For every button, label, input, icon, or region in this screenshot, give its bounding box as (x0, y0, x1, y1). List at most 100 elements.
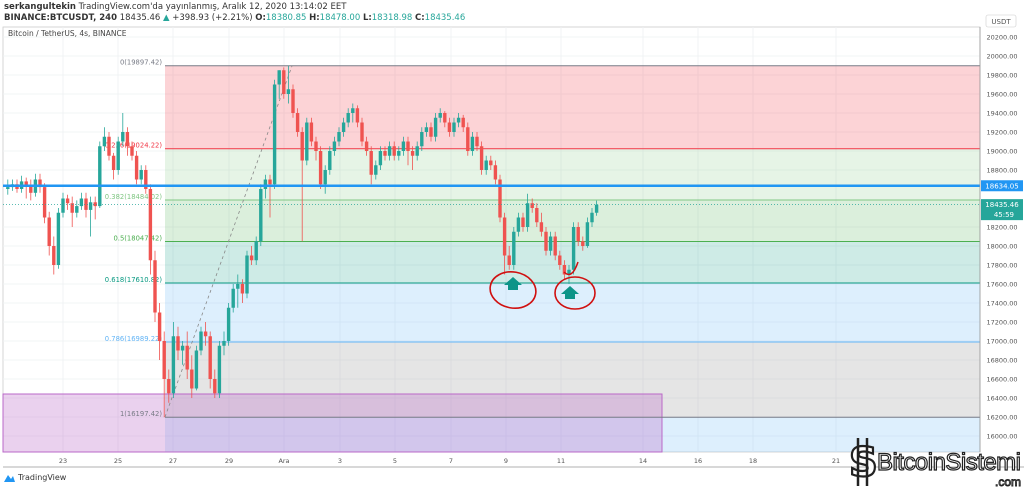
candle-body (443, 113, 447, 123)
candle-body (226, 307, 231, 341)
bitcoin-s-logo-icon: S (849, 440, 878, 486)
candle-body (6, 187, 10, 189)
candle-body (539, 222, 544, 232)
candle-body (194, 350, 199, 389)
candle-body (401, 141, 406, 151)
candle-body (489, 160, 493, 166)
candle-body (70, 203, 74, 213)
price-tick: 19600.00 (986, 91, 1017, 99)
date-tick: 29 (225, 457, 233, 465)
candle-body (42, 187, 47, 218)
date-tick: 7 (449, 457, 453, 465)
tradingview-logo[interactable]: TradingView (4, 473, 66, 482)
candle-body (581, 241, 585, 246)
fib-level-label: 0.236(19024.22) (105, 142, 163, 150)
close-value: 18435.46 (424, 13, 466, 23)
candle-body (328, 151, 332, 170)
candle-body (512, 231, 516, 265)
hline-price-badge (981, 180, 1023, 192)
price-tick: 17800.00 (986, 262, 1017, 270)
svg-text:.com: .com (995, 475, 1021, 489)
candle-body (507, 255, 511, 265)
candle-body (475, 136, 479, 147)
candle-body (415, 146, 419, 156)
candle-body (208, 336, 212, 379)
candle-body (433, 117, 438, 137)
candle-body (452, 122, 456, 132)
publish-info: serkangultekin TradingView.com'da yayınl… (4, 2, 346, 12)
price-tick: 18800.00 (986, 167, 1017, 175)
candle-body (79, 198, 84, 207)
price-tick: 16400.00 (986, 395, 1017, 403)
price-tick: 16800.00 (986, 357, 1017, 365)
chart-frame (2, 26, 981, 453)
candle-body (98, 146, 102, 207)
candle-body (107, 136, 111, 156)
hline-price-label: 18634.05 (985, 182, 1018, 190)
candle-body (272, 84, 277, 185)
candle-body (535, 208, 539, 223)
fib-zone (165, 342, 980, 418)
candle-body (332, 141, 337, 151)
price-tick: 16600.00 (986, 376, 1017, 384)
candle-body (190, 369, 194, 389)
candle-body (88, 202, 93, 210)
price-tick: 19800.00 (986, 72, 1017, 80)
date-tick: 27 (169, 457, 177, 465)
price-tick: 20000.00 (986, 53, 1017, 61)
fib-level-label: 1(16197.42) (120, 410, 162, 418)
highlight-rectangle[interactable] (2, 393, 663, 453)
chart-legend: Bitcoin / TetherUS, 4s, BINANCE (8, 29, 127, 38)
candle-body (217, 345, 222, 394)
candle-body (314, 141, 318, 151)
candle-body (590, 212, 594, 223)
candle-body (153, 260, 157, 313)
symbol: BINANCE:BTCUSDT, 240 (4, 13, 118, 23)
candle-body (470, 136, 475, 151)
candle-body (461, 117, 465, 128)
fib-level-label: 0.382(18484.02) (105, 193, 163, 201)
candle-body (38, 179, 42, 188)
candle-body (134, 155, 139, 180)
candle-body (397, 151, 401, 156)
candle-body (277, 70, 281, 85)
bar-countdown: 45:59 (994, 211, 1014, 219)
price-tick: 20200.00 (986, 34, 1017, 42)
price-tick: 19000.00 (986, 148, 1017, 156)
candle-body (282, 70, 286, 94)
candle-body (61, 198, 65, 213)
price-tick: 16000.00 (986, 433, 1017, 441)
candle-body (93, 202, 97, 207)
time-axis[interactable]: 23 25 27 29 Ara 3 5 7 9 11 14 16 18 21 (3, 457, 1024, 468)
date-tick: 5 (393, 457, 397, 465)
candle-body (240, 284, 245, 294)
annotation-right[interactable] (554, 261, 596, 310)
candle-body (125, 132, 130, 147)
candle-body (594, 204, 599, 213)
date-tick: 3 (338, 457, 342, 465)
candle-body (203, 331, 208, 337)
candle-body (167, 379, 171, 394)
candle-body (130, 146, 134, 156)
candle-body (295, 113, 300, 132)
candle-body (493, 165, 498, 180)
candle-body (176, 336, 180, 351)
close-label: C: (415, 13, 425, 23)
date-tick: 16 (694, 457, 702, 465)
candle-body (263, 179, 268, 189)
candle-body (544, 231, 548, 251)
high-value: 18478.00 (319, 13, 361, 23)
candle-body (548, 236, 553, 251)
annotation-left[interactable] (487, 268, 539, 311)
price-axis[interactable]: USDT 20200.00 20000.00 19800.00 19600.00 194… (979, 14, 1023, 452)
last-price-badge (981, 199, 1023, 221)
price-tick: 19400.00 (986, 110, 1017, 118)
candle-body (521, 217, 525, 227)
currency-badge[interactable] (985, 14, 1017, 28)
high-label: H: (309, 13, 320, 23)
change: +398.93 (+2.21%) (172, 13, 253, 23)
candle-body (562, 265, 567, 275)
candle-body (162, 341, 166, 379)
candle-body (56, 212, 61, 265)
